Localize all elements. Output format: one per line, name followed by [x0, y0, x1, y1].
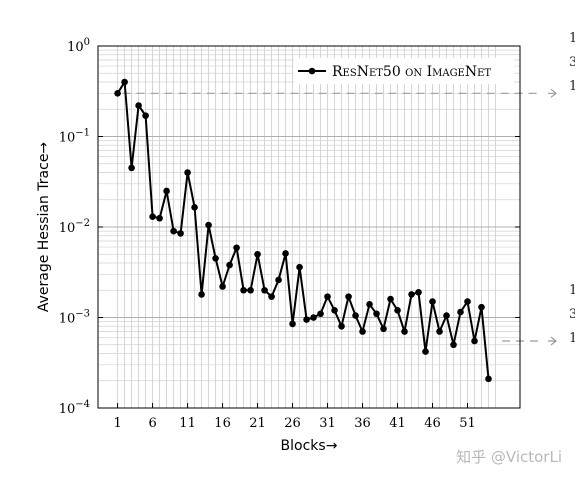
data-point	[219, 283, 226, 290]
x-tick-label: 41	[389, 416, 406, 431]
data-point	[471, 337, 478, 345]
data-point	[436, 328, 443, 335]
y-tick-label: 10−3	[59, 309, 90, 327]
data-point	[163, 187, 170, 195]
reference-arrow	[548, 336, 557, 346]
data-point	[121, 78, 128, 86]
data-point	[240, 286, 247, 294]
data-point	[310, 314, 317, 321]
y-axis-label: Average Hessian Trace→	[36, 142, 52, 313]
data-point	[177, 230, 184, 237]
data-point	[345, 293, 352, 300]
data-point	[275, 276, 282, 284]
reference-arrow	[548, 88, 557, 98]
x-axis-label: Blocks→	[281, 438, 338, 454]
data-point	[184, 169, 191, 176]
data-point	[142, 112, 149, 119]
data-point	[212, 255, 219, 262]
series-points	[114, 78, 492, 383]
x-tick-label: 21	[249, 416, 266, 431]
data-point	[191, 204, 198, 211]
data-point	[282, 250, 289, 257]
data-point	[415, 288, 422, 296]
data-point	[478, 303, 485, 311]
x-tick-label: 36	[354, 416, 371, 431]
x-tick-label: 46	[424, 416, 441, 431]
edge-glyph: 3	[569, 55, 575, 70]
data-point	[457, 308, 464, 316]
grid-lines	[98, 46, 520, 409]
data-point	[394, 307, 401, 314]
data-point	[387, 295, 394, 303]
data-point	[373, 310, 380, 318]
data-point	[247, 286, 254, 294]
x-tick-label: 6	[148, 416, 156, 431]
data-point	[338, 322, 345, 330]
x-tick-label: 51	[459, 416, 476, 431]
data-point	[366, 300, 373, 308]
legend: ResNet50 on ImageNet	[294, 58, 514, 84]
data-point	[450, 341, 457, 349]
data-point	[114, 90, 121, 97]
data-point	[464, 298, 471, 305]
data-point	[261, 286, 268, 294]
data-point	[289, 320, 296, 328]
data-point	[296, 263, 303, 271]
reference-lines	[122, 88, 557, 346]
y-tick-label: 10−2	[59, 218, 90, 236]
data-point	[317, 310, 324, 318]
data-point	[422, 348, 429, 355]
edge-glyphs: 1 3 1 1 3 1	[569, 31, 575, 346]
x-tick-label: 11	[179, 416, 196, 431]
edge-glyph: 1	[569, 283, 575, 298]
edge-glyph: 1	[569, 331, 575, 346]
y-tick-label: 10−4	[59, 399, 90, 417]
data-point	[254, 250, 261, 258]
data-point	[352, 312, 359, 319]
x-tick-label: 26	[284, 416, 301, 431]
data-point	[198, 291, 205, 298]
data-point	[170, 227, 177, 235]
data-point	[156, 214, 163, 222]
y-tick-label: 10−1	[59, 128, 90, 146]
data-point	[443, 312, 450, 319]
watermark-text: 知乎 @VictorLi	[456, 448, 562, 466]
x-tick-label: 16	[214, 416, 231, 431]
data-point	[268, 293, 275, 300]
data-point	[128, 164, 135, 172]
data-point	[408, 291, 415, 298]
y-tick-label: 100	[67, 37, 90, 55]
x-tick-label: 1	[113, 416, 121, 431]
data-point	[429, 298, 436, 305]
data-point	[233, 244, 240, 252]
data-point	[226, 261, 233, 269]
edge-glyph: 3	[569, 307, 575, 322]
legend-marker	[308, 67, 316, 75]
data-point	[331, 307, 338, 314]
data-point	[205, 221, 212, 229]
data-point	[324, 293, 331, 300]
data-point	[380, 325, 387, 333]
edge-glyph: 1	[569, 31, 575, 46]
data-point	[401, 328, 408, 335]
data-point	[135, 102, 142, 109]
data-point	[303, 316, 310, 323]
x-tick-label: 31	[319, 416, 336, 431]
legend-entry: ResNet50 on ImageNet	[332, 64, 491, 80]
data-point	[359, 328, 366, 335]
data-point	[485, 375, 492, 383]
legend-box	[294, 58, 514, 84]
edge-glyph: 1	[569, 79, 575, 94]
data-point	[149, 213, 156, 220]
